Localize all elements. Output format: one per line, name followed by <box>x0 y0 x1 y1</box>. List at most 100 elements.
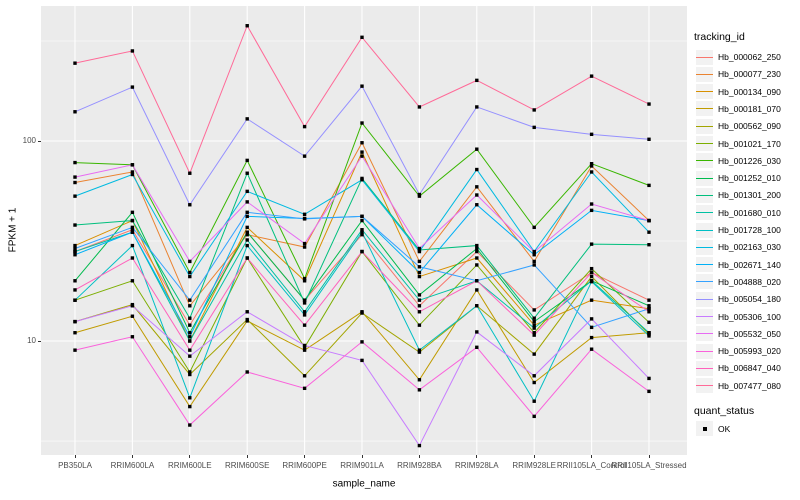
legend-key-swatch <box>696 49 713 65</box>
legend-key-line-icon <box>696 385 713 387</box>
data-point <box>73 243 77 248</box>
data-point <box>360 249 364 254</box>
x-tick-label: RRIM600LA <box>110 461 155 470</box>
data-point <box>73 175 77 179</box>
data-point <box>130 225 135 230</box>
data-point <box>360 233 364 237</box>
legend-item-label: Hb_005532_050 <box>718 328 781 339</box>
data-point <box>589 208 594 213</box>
data-point <box>589 162 594 166</box>
plot-panel <box>41 6 687 455</box>
data-point <box>475 243 479 248</box>
data-point <box>188 203 192 207</box>
legend-key-line-icon <box>696 333 713 335</box>
data-point <box>417 192 422 197</box>
data-point <box>73 348 77 352</box>
data-point <box>302 279 307 283</box>
data-point <box>245 225 249 230</box>
legend-key-swatch <box>696 84 713 100</box>
data-point <box>532 399 536 403</box>
x-tick-label: RRII105LA_Control <box>556 461 627 470</box>
legend-item-label: Hb_005993_020 <box>718 346 781 357</box>
data-point <box>417 274 422 279</box>
legend-key-line-icon <box>696 246 713 248</box>
data-point <box>417 293 422 297</box>
data-point <box>73 194 77 198</box>
data-point <box>589 74 594 78</box>
data-point <box>188 316 192 320</box>
legend-key-line-icon <box>696 177 713 179</box>
data-point <box>647 218 651 223</box>
data-point <box>73 249 77 254</box>
data-point <box>532 225 536 230</box>
data-point <box>475 288 479 292</box>
data-point <box>302 276 307 281</box>
data-point <box>302 374 307 378</box>
data-point <box>589 164 594 168</box>
legend-item-label: Hb_001252_010 <box>718 173 781 184</box>
data-point <box>647 298 651 302</box>
data-point <box>188 259 192 264</box>
legend-item-label: Hb_000077_230 <box>718 69 781 80</box>
data-point <box>130 304 135 308</box>
data-point <box>73 319 77 324</box>
data-point <box>188 404 192 409</box>
legend-item-label: Hb_001728_100 <box>718 225 781 235</box>
data-point <box>532 331 536 335</box>
data-point <box>417 265 422 269</box>
data-point <box>532 380 536 385</box>
legend-key-line-icon <box>696 298 713 300</box>
data-point <box>475 105 479 109</box>
legend-key-swatch <box>696 205 713 221</box>
data-point <box>417 304 422 308</box>
data-point <box>188 270 192 275</box>
data-point <box>589 202 594 206</box>
legend-item: Hb_001021_170 <box>696 135 781 152</box>
data-point <box>647 137 651 141</box>
data-point <box>360 154 364 158</box>
legend-key-swatch <box>696 187 713 203</box>
x-tick-label: RRIM600SE <box>224 461 270 470</box>
x-tick-label: RRIM928LA <box>455 461 499 470</box>
data-point <box>417 350 422 354</box>
y-tick-label: 100 <box>22 135 36 145</box>
data-point <box>245 317 249 322</box>
legend-item: Hb_004888_020 <box>696 273 781 290</box>
data-point <box>360 141 364 145</box>
data-point <box>417 246 422 251</box>
data-point <box>360 230 364 234</box>
data-point <box>360 228 364 232</box>
data-point <box>532 308 536 312</box>
y-tick-mark <box>38 140 41 142</box>
data-point <box>475 256 479 260</box>
legend-key-line-icon <box>696 194 713 196</box>
data-point <box>532 333 536 337</box>
legend-key-swatch <box>696 378 713 394</box>
data-point <box>73 279 77 283</box>
data-point <box>73 331 77 335</box>
data-point <box>130 170 135 174</box>
legend-item: Hb_001728_100 <box>696 222 781 239</box>
legend-item: Hb_000062_250 <box>696 49 781 66</box>
data-point <box>188 372 192 377</box>
data-point <box>188 304 192 308</box>
data-point <box>73 253 77 257</box>
legend-item-label: Hb_007477_080 <box>718 380 781 391</box>
data-point <box>647 310 651 314</box>
legend-item: Hb_005532_050 <box>696 325 781 342</box>
data-point <box>302 217 307 221</box>
data-point <box>647 320 651 325</box>
data-point <box>360 358 364 363</box>
data-point <box>360 340 364 344</box>
legend-item: Hb_000562_090 <box>696 118 781 135</box>
data-point <box>417 259 422 264</box>
data-point <box>188 348 192 352</box>
data-point <box>647 389 651 394</box>
data-point <box>245 370 249 374</box>
data-point <box>647 304 651 308</box>
legend-item-label: Hb_000562_090 <box>718 121 781 132</box>
x-tick-mark <box>533 455 535 458</box>
quant-status-legend-item: OK <box>696 420 730 437</box>
x-tick-mark <box>476 455 478 458</box>
